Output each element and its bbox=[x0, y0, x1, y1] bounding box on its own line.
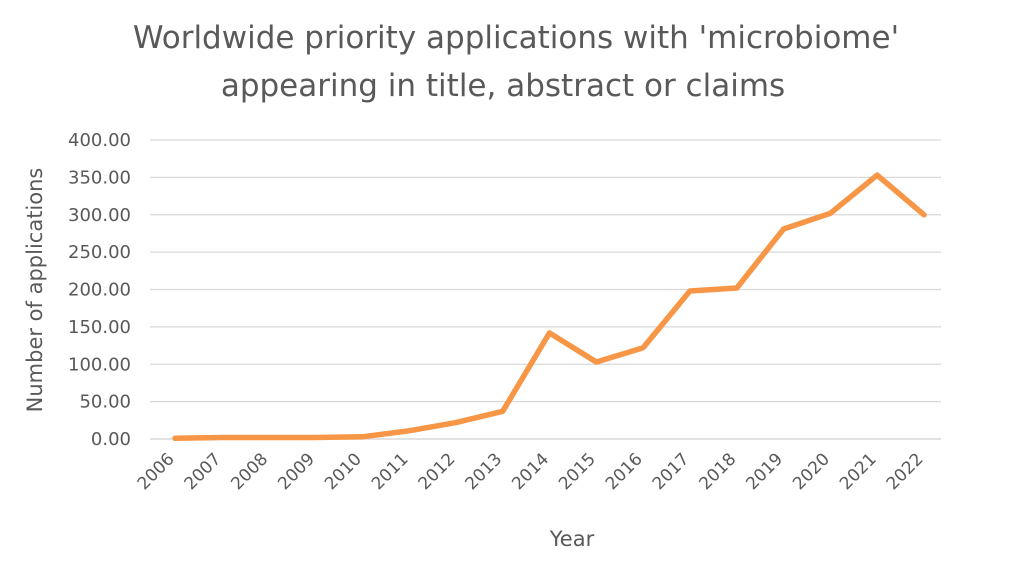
x-axis-title: Year bbox=[549, 527, 595, 551]
x-tick-label: 2022 bbox=[883, 449, 928, 494]
y-tick-label: 50.00 bbox=[79, 392, 131, 413]
y-tick-label: 100.00 bbox=[68, 354, 131, 375]
x-tick-label: 2020 bbox=[789, 449, 834, 494]
y-tick-label: 350.00 bbox=[68, 167, 131, 188]
x-tick-label: 2010 bbox=[321, 449, 366, 494]
series-lines bbox=[172, 172, 927, 442]
y-tick-label: 150.00 bbox=[68, 317, 131, 338]
chart-title-line-2: appearing in title, abstract or claims bbox=[221, 68, 785, 104]
x-axis-tick-labels: 2006 2007 2008 2009 2010 2011 2012 2013 2014 2015… bbox=[134, 449, 928, 494]
y-tick-label: 200.00 bbox=[68, 280, 131, 301]
y-tick-label: 400.00 bbox=[68, 130, 131, 151]
chart-title: Worldwide priority applications with 'mi… bbox=[133, 20, 899, 104]
x-tick-label: 2014 bbox=[508, 449, 553, 494]
y-axis-title: Number of applications bbox=[23, 168, 47, 413]
gridlines bbox=[150, 139, 941, 440]
x-tick-label: 2017 bbox=[649, 449, 694, 494]
x-tick-label: 2015 bbox=[555, 449, 600, 494]
x-tick-label: 2019 bbox=[742, 449, 787, 494]
x-tick-label: 2018 bbox=[696, 449, 741, 494]
x-tick-label: 2009 bbox=[274, 449, 319, 494]
x-tick-label: 2021 bbox=[836, 449, 881, 494]
x-tick-label: 2007 bbox=[181, 449, 226, 494]
series-line-0 bbox=[172, 172, 927, 442]
x-tick-label: 2008 bbox=[227, 449, 272, 494]
x-tick-label: 2012 bbox=[415, 449, 460, 494]
x-tick-label: 2016 bbox=[602, 449, 647, 494]
y-axis-tick-labels: 0.00 50.00 100.00 150.00 200.00 250.00 300.00 3… bbox=[68, 130, 131, 450]
y-tick-label: 300.00 bbox=[68, 205, 131, 226]
x-tick-label: 2006 bbox=[134, 449, 179, 494]
y-tick-label: 250.00 bbox=[68, 242, 131, 263]
x-tick-label: 2011 bbox=[368, 449, 413, 494]
chart-title-line-1: Worldwide priority applications with 'mi… bbox=[133, 20, 899, 56]
x-tick-label: 2013 bbox=[461, 449, 506, 494]
y-tick-label: 0.00 bbox=[91, 429, 131, 450]
